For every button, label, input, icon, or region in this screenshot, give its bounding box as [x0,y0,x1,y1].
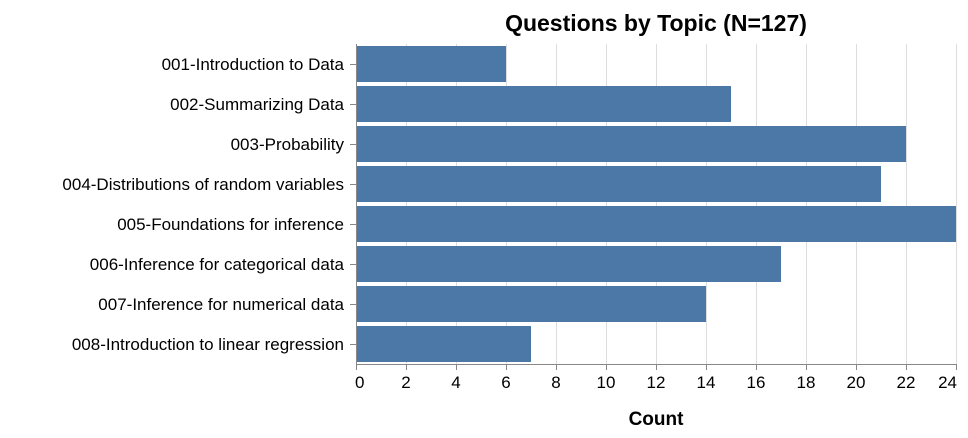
category-labels: 001-Introduction to Data 002-Summarizing … [62,44,357,364]
x-tick-label-14: 14 [697,373,716,392]
bar-1 [356,46,506,82]
bars [356,46,956,362]
x-axis: 0 2 4 6 8 10 12 14 16 18 20 22 24 [355,364,957,392]
bar-4 [356,166,881,202]
x-tick-label-22: 22 [897,373,916,392]
category-label-6: 006-Inference for categorical data [90,255,345,274]
x-tick-label-0: 0 [355,373,364,392]
bar-6 [356,246,781,282]
bar-8 [356,326,531,362]
x-tick-label-6: 6 [501,373,510,392]
bar-5 [356,206,956,242]
x-tick-label-10: 10 [597,373,616,392]
x-tick-label-8: 8 [551,373,560,392]
category-label-2: 002-Summarizing Data [170,95,344,114]
x-tick-label-18: 18 [797,373,816,392]
x-axis-title: Count [629,409,685,430]
x-tick-label-12: 12 [647,373,666,392]
category-label-8: 008-Introduction to linear regression [72,335,344,354]
x-tick-label-4: 4 [451,373,460,392]
bar-7 [356,286,706,322]
category-label-5: 005-Foundations for inference [117,215,344,234]
x-tick-label-20: 20 [847,373,866,392]
bar-2 [356,86,731,122]
category-label-4: 004-Distributions of random variables [62,175,344,194]
x-tick-label-16: 16 [747,373,766,392]
category-label-7: 007-Inference for numerical data [98,295,344,314]
x-tick-label-2: 2 [401,373,410,392]
category-label-3: 003-Probability [231,135,345,154]
bar-3 [356,126,906,162]
chart-title: Questions by Topic (N=127) [505,10,807,36]
category-label-1: 001-Introduction to Data [162,55,345,74]
x-tick-label-24: 24 [938,373,957,392]
